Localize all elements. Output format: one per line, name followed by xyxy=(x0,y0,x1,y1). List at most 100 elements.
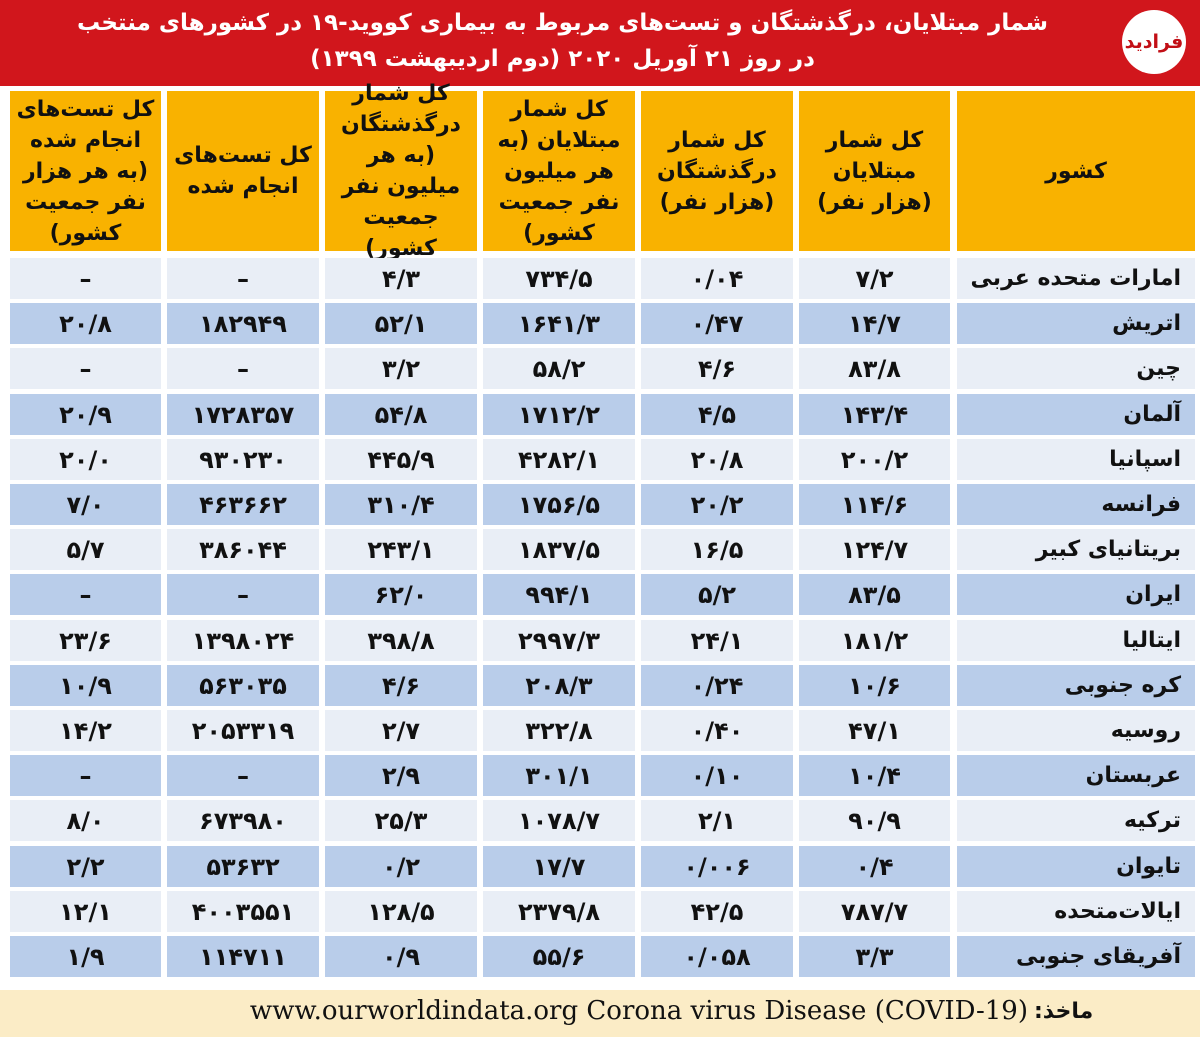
header-total-cases: کل شمار مبتلایان (هزار نفر) xyxy=(799,91,950,251)
data-table: کشور کل شمار مبتلایان (هزار نفر) کل شمار د… xyxy=(0,81,1200,990)
table-row: فرانسه ۱۱۴/۶ ۲۰/۲ ۱۷۵۶/۵ ۳۱۰/۴ ۴۶۳۶۶۲ ۷/۰ xyxy=(0,484,1200,525)
value-cell: ۴۰۰۳۵۵۱ xyxy=(167,891,319,932)
logo: فرادید xyxy=(1122,10,1186,74)
value-cell: ۵۶۳۰۳۵ xyxy=(167,665,319,706)
value-cell: ۰/۹ xyxy=(325,936,477,977)
table-row: اتریش ۱۴/۷ ۰/۴۷ ۱۶۴۱/۳ ۵۲/۱ ۱۸۲۹۴۹ ۲۰/۸ xyxy=(0,303,1200,344)
table-row: ترکیه ۹۰/۹ ۲/۱ ۱۰۷۸/۷ ۲۵/۳ ۶۷۳۹۸۰ ۸/۰ xyxy=(0,800,1200,841)
value-cell: ۳۸۶۰۴۴ xyxy=(167,529,319,570)
value-cell: ۱۱۴/۶ xyxy=(799,484,950,525)
value-cell: ۰/۰۰۶ xyxy=(641,846,793,887)
value-cell: – xyxy=(10,755,161,796)
value-cell: ۵۳۶۳۲ xyxy=(167,846,319,887)
table-row: آلمان ۱۴۳/۴ ۴/۵ ۱۷۱۲/۲ ۵۴/۸ ۱۷۲۸۳۵۷ ۲۰/۹ xyxy=(0,394,1200,435)
value-cell: ۲/۷ xyxy=(325,710,477,751)
value-cell: ۱۸۲۹۴۹ xyxy=(167,303,319,344)
value-cell: ۱۸۱/۲ xyxy=(799,620,950,661)
value-cell: ۲۰/۹ xyxy=(10,394,161,435)
table-row: عربستان ۱۰/۴ ۰/۱۰ ۳۰۱/۱ ۲/۹– – xyxy=(0,755,1200,796)
value-cell: ۲۳۷۹/۸ xyxy=(483,891,635,932)
value-cell: ۰/۴۰ xyxy=(641,710,793,751)
table-row: چین ۸۳/۸ ۴/۶ ۵۸/۲ ۳/۲– – xyxy=(0,348,1200,389)
value-cell: – xyxy=(10,258,161,299)
value-cell: ۷۸۷/۷ xyxy=(799,891,950,932)
value-cell: ۳۱۰/۴ xyxy=(325,484,477,525)
value-cell: ۰/۲ xyxy=(325,846,477,887)
value-cell: ۳۲۲/۸ xyxy=(483,710,635,751)
value-cell: ۲/۲ xyxy=(10,846,161,887)
value-cell: ۴۲۸۲/۱ xyxy=(483,439,635,480)
table-row: ایران ۸۳/۵ ۵/۲ ۹۹۴/۱ ۶۲/۰– – xyxy=(0,574,1200,615)
value-cell: ۴۶۳۶۶۲ xyxy=(167,484,319,525)
value-cell: ۱۷۵۶/۵ xyxy=(483,484,635,525)
country-cell: اتریش xyxy=(957,303,1195,344)
value-cell: ۱۲۸/۵ xyxy=(325,891,477,932)
value-cell: ۲۵/۳ xyxy=(325,800,477,841)
value-cell: ۲۹۹۷/۳ xyxy=(483,620,635,661)
value-cell: ۵/۷ xyxy=(10,529,161,570)
value-cell: ۳/۳ xyxy=(799,936,950,977)
value-cell: ۰/۴۷ xyxy=(641,303,793,344)
value-cell: ۱۲۴/۷ xyxy=(799,529,950,570)
value-cell: ۵۴/۸ xyxy=(325,394,477,435)
country-cell: ایتالیا xyxy=(957,620,1195,661)
value-cell: ۱۴۳/۴ xyxy=(799,394,950,435)
title-line-1: شمار مبتلایان، درگذشتگان و تست‌های مربوط… xyxy=(76,10,1049,36)
value-cell: ۱۸۳۷/۵ xyxy=(483,529,635,570)
country-cell: عربستان xyxy=(957,755,1195,796)
value-cell: ۳/۲ xyxy=(325,348,477,389)
value-cell: ۵/۲ xyxy=(641,574,793,615)
value-cell: ۱۶/۵ xyxy=(641,529,793,570)
value-cell: ۷/۰ xyxy=(10,484,161,525)
country-cell: آفریقای جنوبی xyxy=(957,936,1195,977)
value-cell: ۱۳۹۸۰۲۴ xyxy=(167,620,319,661)
country-cell: کره جنوبی xyxy=(957,665,1195,706)
value-cell: ۱۰/۶ xyxy=(799,665,950,706)
value-cell: ۶۲/۰ xyxy=(325,574,477,615)
value-cell: ۴۴۵/۹ xyxy=(325,439,477,480)
table-row: کره جنوبی ۱۰/۶ ۰/۲۴ ۲۰۸/۳ ۴/۶ ۵۶۳۰۳۵ ۱۰/۹ xyxy=(0,665,1200,706)
value-cell: ۴۲/۵ xyxy=(641,891,793,932)
title-line-2: در روز ۲۱ آوریل ۲۰۲۰ (دوم اردیبهشت ۱۳۹۹) xyxy=(310,46,815,72)
title-banner: شمار مبتلایان، درگذشتگان و تست‌های مربوط… xyxy=(0,0,1200,86)
value-cell: ۲۴/۱ xyxy=(641,620,793,661)
country-cell: روسیه xyxy=(957,710,1195,751)
value-cell: ۹۰/۹ xyxy=(799,800,950,841)
table-row: بریتانیای کبیر ۱۲۴/۷ ۱۶/۵ ۱۸۳۷/۵ ۲۴۳/۱ ۳۸۶۰۴۴… xyxy=(0,529,1200,570)
country-cell: ایالات‌متحده xyxy=(957,891,1195,932)
table-row: روسیه ۴۷/۱ ۰/۴۰ ۳۲۲/۸ ۲/۷ ۲۰۵۳۳۱۹ ۱۴/۲ xyxy=(0,710,1200,751)
country-cell: آلمان xyxy=(957,394,1195,435)
country-cell: بریتانیای کبیر xyxy=(957,529,1195,570)
value-cell: ۹۳۰۲۳۰ xyxy=(167,439,319,480)
value-cell: ۲/۱ xyxy=(641,800,793,841)
header-total-deaths: کل شمار درگذشتگان (هزار نفر) xyxy=(641,91,793,251)
source-footer: www.ourworldindata.org Corona virus Dise… xyxy=(0,990,1200,1037)
value-cell: ۲۰/۸ xyxy=(641,439,793,480)
table-row: امارات متحده عربی ۷/۲ ۰/۰۴ ۷۳۴/۵ ۴/۳– – xyxy=(0,258,1200,299)
header-total-tests: کل تست‌های انجام شده xyxy=(167,91,319,251)
table-row: تایوان ۰/۴ ۰/۰۰۶ ۱۷/۷ ۰/۲ ۵۳۶۳۲ ۲/۲ xyxy=(0,846,1200,887)
value-cell: ۱۰۷۸/۷ xyxy=(483,800,635,841)
value-cell: ۷/۲ xyxy=(799,258,950,299)
country-cell: تایوان xyxy=(957,846,1195,887)
value-cell: ۷۳۴/۵ xyxy=(483,258,635,299)
value-cell: ۱۶۴۱/۳ xyxy=(483,303,635,344)
value-cell: ۴/۳ xyxy=(325,258,477,299)
value-cell: ۰/۱۰ xyxy=(641,755,793,796)
value-cell: ۲۰/۰ xyxy=(10,439,161,480)
value-cell: ۱۲/۱ xyxy=(10,891,161,932)
value-cell: ۵۵/۶ xyxy=(483,936,635,977)
value-cell: ۵۸/۲ xyxy=(483,348,635,389)
value-cell: ۱۷۲۸۳۵۷ xyxy=(167,394,319,435)
value-cell: ۲۰/۲ xyxy=(641,484,793,525)
value-cell: ۲۰/۸ xyxy=(10,303,161,344)
value-cell: ۰/۰۵۸ xyxy=(641,936,793,977)
header-cases-per-million: کل شمار مبتلایان (به هر میلیون نفر جمعیت… xyxy=(483,91,635,251)
value-cell: – xyxy=(167,348,319,389)
value-cell: ۳۹۸/۸ xyxy=(325,620,477,661)
value-cell: ۱۷/۷ xyxy=(483,846,635,887)
country-cell: ترکیه xyxy=(957,800,1195,841)
value-cell: ۸۳/۵ xyxy=(799,574,950,615)
country-cell: فرانسه xyxy=(957,484,1195,525)
value-cell: – xyxy=(167,574,319,615)
